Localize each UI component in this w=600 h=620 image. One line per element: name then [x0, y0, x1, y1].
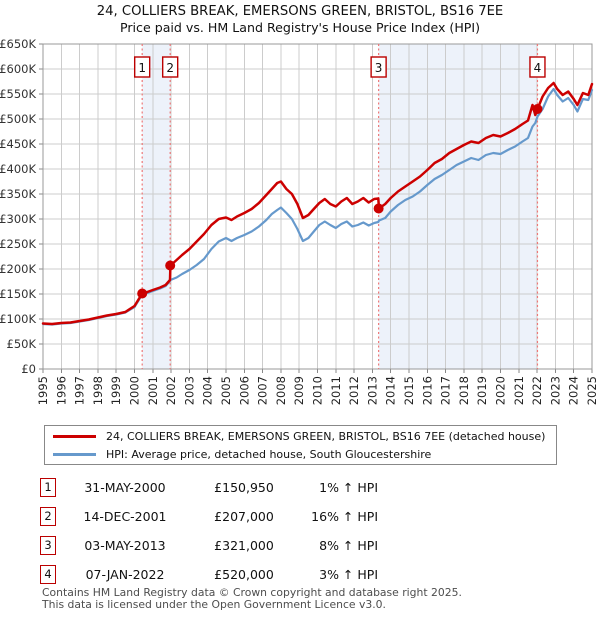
sale-point-dot	[373, 203, 384, 214]
x-axis-label: 2008	[274, 376, 288, 405]
x-axis-label: 1997	[73, 376, 87, 405]
sale-marker-box	[370, 56, 387, 78]
x-axis-label: 2014	[384, 376, 398, 405]
y-axis-label: £400K	[0, 162, 36, 176]
x-axis-label: 2015	[402, 376, 416, 405]
sale-marker-number: 1	[138, 61, 146, 75]
transaction-price: £520,000	[214, 566, 274, 582]
x-axis-label: 2012	[347, 376, 361, 405]
y-axis-label: £500K	[0, 112, 36, 126]
x-axis-label: 2013	[365, 376, 379, 405]
y-axis-label: £200K	[0, 262, 36, 276]
sale-marker-box	[529, 56, 546, 78]
x-axis-label: 2002	[164, 376, 178, 405]
x-axis-label: 2021	[512, 376, 526, 405]
y-axis-label: £350K	[0, 187, 36, 201]
x-axis-label: 2009	[292, 376, 306, 405]
transaction-vs-hpi: 8% ↑ HPI	[319, 537, 378, 553]
sale-point-dot	[165, 260, 176, 271]
sale-point-dot	[137, 288, 148, 299]
x-axis-label: 2003	[182, 376, 196, 405]
y-axis-label: £100K	[0, 312, 36, 326]
x-axis-label: 2025	[585, 376, 599, 405]
page-subtitle: Price paid vs. HM Land Registry's House …	[119, 20, 481, 35]
transaction-price: £207,000	[214, 508, 274, 524]
x-axis-label: 1998	[91, 376, 105, 405]
x-axis-label: 2024	[567, 376, 581, 405]
sale-marker-box	[133, 56, 151, 78]
chart-legend: 24, COLLIERS BREAK, EMERSONS GREEN, BRIS…	[44, 425, 557, 465]
transaction-number-badge: 2	[40, 506, 56, 526]
footer-line2: This data is licensed under the Open Gov…	[42, 597, 386, 611]
sale-marker-number: 2	[166, 61, 174, 75]
x-axis-label: 2010	[311, 376, 325, 405]
x-axis-label: 2016	[420, 376, 434, 405]
hpi-line-swatch	[53, 452, 96, 456]
transaction-date: 07-JAN-2022	[85, 566, 165, 582]
transaction-vs-hpi: 1% ↑ HPI	[319, 479, 378, 495]
plot-border	[42, 43, 593, 370]
transaction-number-badge: 1	[40, 477, 56, 497]
legend-row-property: 24, COLLIERS BREAK, EMERSONS GREEN, BRIS…	[45, 427, 556, 445]
transaction-row: 2 14-DEC-2001 £207,000 16% ↑ HPI	[40, 506, 378, 526]
x-axis-label: 1999	[109, 376, 123, 405]
sale-marker-number: 3	[375, 61, 383, 75]
transaction-date: 31-MAY-2000	[84, 479, 166, 495]
y-axis-label: £300K	[0, 212, 36, 226]
x-axis-label: 2007	[256, 376, 270, 405]
x-axis-label: 2001	[146, 376, 160, 405]
x-axis-label: 2017	[439, 376, 453, 405]
x-axis-label: 2020	[494, 376, 508, 405]
x-axis-label: 2018	[457, 376, 471, 405]
transaction-vs-hpi: 16% ↑ HPI	[311, 508, 378, 524]
x-axis-label: 2005	[219, 376, 233, 405]
footer-line1: Contains HM Land Registry data © Crown c…	[42, 586, 462, 599]
sale-marker-box	[161, 56, 179, 78]
legend-label-property: 24, COLLIERS BREAK, EMERSONS GREEN, BRIS…	[106, 429, 546, 443]
price-history-chart: £0 £50K £100K £150K £200K £250K £300K £350K £400…	[0, 37, 599, 405]
ownership-band	[142, 44, 171, 369]
property-line-swatch	[53, 434, 96, 438]
transaction-number-badge: 3	[40, 535, 56, 555]
y-axis-label: £600K	[0, 62, 36, 76]
x-axis-label: 1996	[54, 376, 68, 405]
ownership-band	[378, 44, 538, 369]
x-axis-label: 2019	[475, 376, 489, 405]
transaction-date: 03-MAY-2013	[84, 537, 166, 553]
transaction-vs-hpi: 3% ↑ HPI	[319, 566, 378, 582]
x-axis-label: 2023	[548, 376, 562, 405]
x-axis-label: 2004	[201, 376, 215, 405]
page-title: 24, COLLIERS BREAK, EMERSONS GREEN, BRIS…	[96, 4, 504, 19]
x-axis-label: 1995	[36, 376, 50, 405]
transaction-price: £150,950	[214, 479, 274, 495]
title-block: 24, COLLIERS BREAK, EMERSONS GREEN, BRIS…	[0, 3, 600, 36]
legend-row-hpi: HPI: Average price, detached house, Sout…	[45, 445, 556, 463]
y-axis-label: £150K	[0, 287, 36, 301]
x-axis-label: 2022	[530, 376, 544, 405]
x-axis-label: 2000	[128, 376, 142, 405]
transaction-row: 1 31-MAY-2000 £150,950 1% ↑ HPI	[40, 477, 378, 497]
y-axis-label: £450K	[0, 137, 36, 151]
transaction-date: 14-DEC-2001	[83, 508, 167, 524]
y-axis-label: £550K	[0, 87, 36, 101]
sale-point-dot	[532, 104, 543, 114]
transaction-number-badge: 4	[40, 564, 56, 584]
y-axis-label: £250K	[0, 237, 36, 251]
y-axis-label: £50K	[7, 337, 37, 351]
y-axis-label: £650K	[0, 37, 36, 51]
x-axis-label: 2006	[237, 376, 251, 405]
sale-marker-number: 4	[534, 61, 542, 75]
license-footer: Contains HM Land Registry data © Crown c…	[42, 587, 462, 610]
legend-label-hpi: HPI: Average price, detached house, Sout…	[106, 447, 432, 461]
transaction-price: £321,000	[214, 537, 274, 553]
transaction-row: 4 07-JAN-2022 £520,000 3% ↑ HPI	[40, 564, 378, 584]
x-axis-label: 2011	[329, 376, 343, 405]
y-axis-label: £0	[21, 362, 36, 376]
transaction-row: 3 03-MAY-2013 £321,000 8% ↑ HPI	[40, 535, 378, 555]
property-price-line	[41, 81, 594, 326]
